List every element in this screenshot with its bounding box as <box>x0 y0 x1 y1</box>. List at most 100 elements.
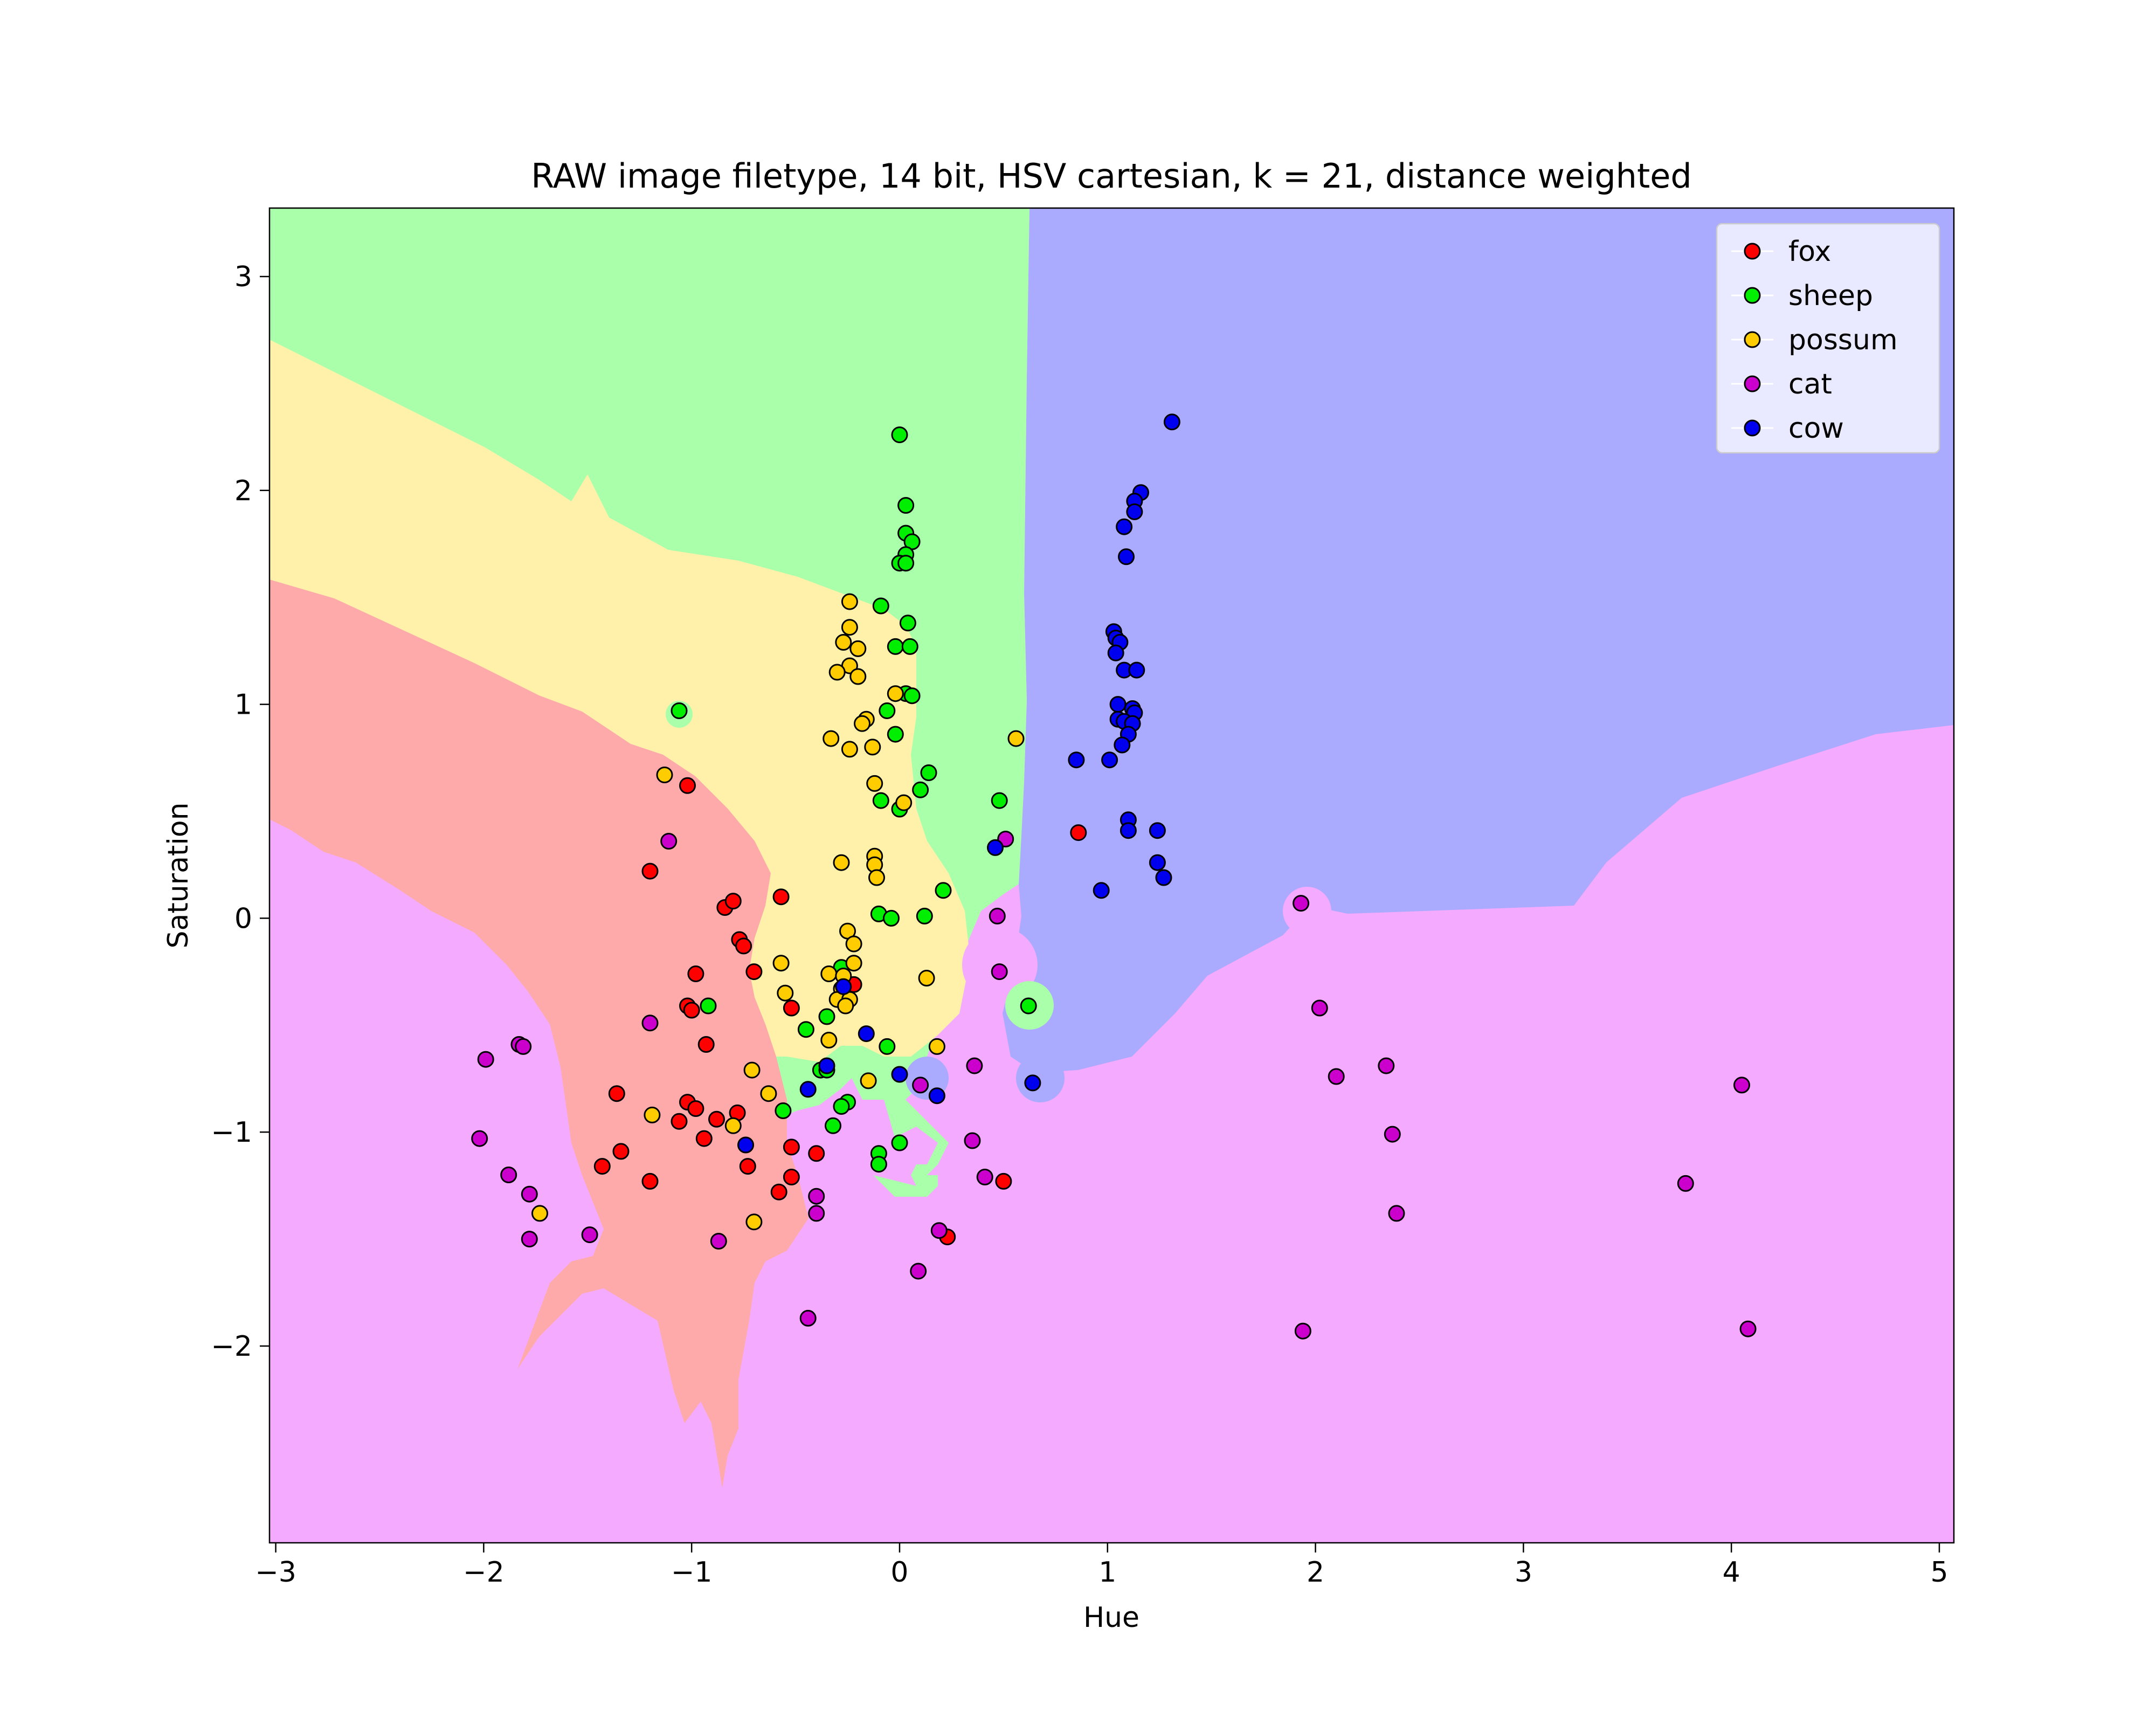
point-cow-33 <box>928 1087 945 1105</box>
point-cow-12 <box>1109 696 1127 713</box>
point-cat-12 <box>1328 1068 1345 1085</box>
legend-label-fox: fox <box>1788 236 1831 268</box>
point-fox-11 <box>783 999 800 1017</box>
region-cow-island <box>1016 1054 1065 1102</box>
point-sheep-27 <box>1020 997 1037 1015</box>
point-possum-24 <box>845 955 862 972</box>
point-possum-28 <box>777 984 794 1002</box>
point-fox-6 <box>735 937 752 955</box>
point-sheep-39 <box>870 1156 887 1173</box>
point-cat-19 <box>500 1167 517 1183</box>
point-cow-30 <box>818 1057 835 1074</box>
legend: fox sheep possum cat cow <box>1716 223 1940 454</box>
region-cat-island <box>1283 887 1331 935</box>
point-fox-8 <box>745 963 763 981</box>
chart-title: RAW image filetype, 14 bit, HSV cartesia… <box>531 156 1692 196</box>
point-cow-35 <box>799 1081 817 1098</box>
point-sheep-26 <box>700 997 717 1015</box>
point-cat-18 <box>976 1169 993 1185</box>
point-cat-3 <box>989 907 1006 924</box>
point-cow-21 <box>1101 751 1118 769</box>
point-cat-27 <box>521 1231 538 1248</box>
point-sheep-37 <box>891 1134 908 1151</box>
point-cow-29 <box>835 978 852 995</box>
point-cat-26 <box>581 1226 598 1244</box>
x-tick-label: 2 <box>1307 1556 1324 1589</box>
legend-marker-sheep <box>1744 287 1761 304</box>
region-possum <box>270 340 970 1062</box>
point-sheep-36 <box>825 1117 841 1134</box>
x-tick-label: 0 <box>890 1556 908 1589</box>
y-tick-label: −2 <box>211 1330 252 1363</box>
point-fox-23 <box>612 1143 630 1160</box>
y-axis-ticks: −2 −1 0 1 2 3 <box>211 261 270 1363</box>
point-sheep-23 <box>916 907 933 924</box>
point-cat-9 <box>477 1051 494 1068</box>
point-sheep-17 <box>912 781 929 798</box>
point-sheep-35 <box>775 1102 792 1119</box>
point-cat-32 <box>1739 1320 1757 1337</box>
point-sheep-20 <box>991 792 1008 809</box>
point-cow-19 <box>1114 736 1131 754</box>
point-fox-0 <box>679 777 696 794</box>
point-possum-2 <box>835 634 852 651</box>
point-cow-27 <box>1155 869 1172 886</box>
point-cat-5 <box>1311 999 1328 1017</box>
point-possum-7 <box>887 685 904 702</box>
point-cow-4 <box>1116 518 1133 535</box>
y-tick-label: −1 <box>211 1116 252 1149</box>
point-fox-12 <box>697 1036 715 1053</box>
point-cow-24 <box>1149 822 1166 839</box>
x-tick-label: 5 <box>1930 1556 1948 1589</box>
point-fox-19 <box>708 1110 725 1128</box>
point-possum-20 <box>868 869 885 886</box>
x-axis-label: Hue <box>1083 1602 1139 1634</box>
point-possum-16 <box>895 794 913 811</box>
point-sheep-21 <box>935 882 952 899</box>
point-fox-24 <box>593 1158 611 1175</box>
point-fox-28 <box>770 1183 787 1200</box>
point-possum-39 <box>724 1117 742 1134</box>
y-tick-label: 3 <box>234 261 252 293</box>
point-sheep-10 <box>901 638 918 655</box>
point-fox-7 <box>687 965 704 982</box>
point-possum-18 <box>833 854 850 871</box>
point-possum-10 <box>823 730 840 747</box>
legend-marker-cat <box>1744 375 1761 392</box>
point-possum-40 <box>745 1213 763 1231</box>
point-cat-22 <box>808 1188 825 1205</box>
point-cow-34 <box>1024 1074 1041 1092</box>
region-fox <box>270 579 808 1488</box>
point-cow-11 <box>1128 661 1145 679</box>
point-sheep-29 <box>797 1021 814 1038</box>
legend-marker-possum <box>1744 331 1761 348</box>
point-possum-35 <box>743 1061 761 1079</box>
point-fox-21 <box>783 1138 800 1156</box>
data-points <box>471 413 1757 1340</box>
point-sheep-18 <box>872 792 889 809</box>
point-sheep-34 <box>833 1098 850 1115</box>
x-tick-label: 4 <box>1723 1556 1740 1589</box>
point-cat-4 <box>991 963 1008 981</box>
legend-marker-fox <box>1744 243 1761 260</box>
point-cat-13 <box>1733 1077 1750 1094</box>
point-possum-3 <box>849 640 867 657</box>
point-cat-15 <box>1384 1126 1401 1143</box>
point-possum-27 <box>918 970 935 986</box>
point-possum-14 <box>656 767 673 783</box>
point-possum-1 <box>841 619 858 636</box>
legend-label-cat: cat <box>1788 368 1832 401</box>
y-axis-label: Saturation <box>162 802 195 948</box>
point-possum-33 <box>820 1032 838 1048</box>
point-cat-6 <box>641 1015 659 1032</box>
legend-marker-cow <box>1744 419 1761 437</box>
point-cow-28 <box>1093 882 1110 899</box>
point-cow-32 <box>891 1066 908 1083</box>
legend-label-possum: possum <box>1788 324 1898 356</box>
point-possum-36 <box>860 1072 877 1089</box>
point-cat-0 <box>660 833 678 850</box>
point-cow-23 <box>1120 822 1137 839</box>
point-cat-21 <box>521 1185 538 1203</box>
point-possum-13 <box>841 741 858 758</box>
